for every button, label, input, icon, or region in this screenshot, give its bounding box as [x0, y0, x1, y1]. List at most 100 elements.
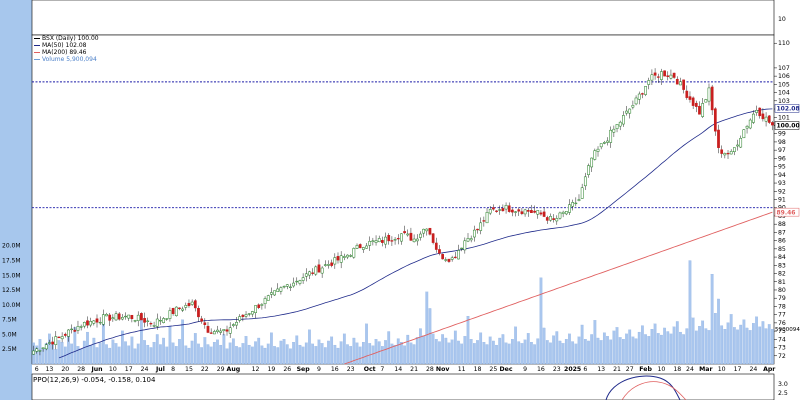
candle-down	[130, 314, 134, 319]
price-axis-tick-label: 72	[778, 353, 786, 360]
price-axis-tick-label: 103	[778, 98, 790, 105]
candle-up	[304, 273, 308, 277]
candle-up	[564, 211, 568, 215]
candle-up	[745, 126, 749, 129]
price-panel-frame	[31, 34, 775, 365]
x-axis-tick-label: Feb	[639, 366, 652, 373]
x-axis-tick-label: 12	[252, 366, 260, 373]
candle-down	[666, 75, 670, 77]
volume-bar	[143, 340, 146, 365]
x-axis-tick-label: 28	[77, 366, 85, 373]
volume-bar	[479, 332, 483, 365]
volume-bar	[542, 327, 546, 365]
volume-bar	[292, 342, 295, 365]
price-value-label: 100.00	[774, 121, 800, 130]
volume-bar	[596, 337, 600, 365]
volume-bar	[732, 327, 736, 365]
volume-bar	[729, 314, 733, 365]
price-axis-tick-label: 94	[778, 172, 786, 179]
candle-up	[625, 110, 628, 114]
volume-bar	[346, 344, 349, 365]
price-value-label-box	[774, 207, 800, 217]
candle-up	[422, 228, 425, 234]
volume-bar	[771, 329, 774, 365]
candle-down	[758, 107, 762, 117]
volume-bar	[564, 339, 568, 365]
volume-bar	[691, 317, 695, 365]
volume-bar	[682, 334, 685, 365]
candle-down	[663, 70, 666, 77]
candle-down	[685, 90, 689, 98]
candle-up	[323, 264, 327, 266]
candle-down	[717, 129, 720, 148]
volume-bar	[333, 344, 337, 365]
candle-down	[492, 207, 495, 210]
candle-down	[409, 232, 413, 241]
volume-bar	[555, 331, 559, 365]
volume-bar	[511, 339, 514, 365]
volume-bar	[57, 340, 61, 365]
volume-bar	[282, 339, 286, 365]
candle-up	[92, 320, 96, 324]
candle-down	[403, 231, 406, 234]
volume-bar	[447, 342, 451, 365]
volume-bar	[637, 331, 641, 365]
volume-bar	[669, 333, 673, 365]
volume-bar	[384, 340, 387, 365]
volume-bar	[381, 346, 384, 365]
candle-up	[82, 322, 86, 327]
volume-bar	[95, 347, 99, 365]
volume-bar	[60, 342, 64, 365]
candle-up	[181, 308, 184, 311]
candle-down	[193, 300, 197, 309]
price-axis-tick-label: 76	[778, 320, 786, 327]
candle-up	[479, 222, 483, 231]
candle-down	[511, 209, 514, 213]
candle-up	[485, 212, 489, 224]
volume-bar	[82, 340, 86, 365]
volume-bar	[713, 313, 717, 365]
x-axis-tick-label: 27	[626, 366, 634, 373]
candle-up	[568, 204, 571, 213]
volume-bar	[590, 334, 594, 365]
volume-bar	[184, 345, 188, 365]
price-axis-tick-label: 95	[778, 164, 786, 171]
volume-bar	[415, 337, 419, 365]
volume-bar	[488, 336, 492, 365]
candle-up	[549, 216, 552, 221]
volume-bar	[568, 333, 571, 365]
candle-up	[251, 311, 254, 315]
candle-down	[63, 333, 67, 336]
candle-up	[260, 304, 264, 306]
volume-bar	[419, 328, 422, 365]
volume-bar	[742, 319, 746, 365]
volume-bar	[720, 325, 724, 365]
volume-bar	[469, 339, 473, 365]
x-axis-tick-label: 16	[537, 366, 545, 373]
candle-down	[438, 249, 441, 254]
candle-up	[384, 236, 387, 245]
x-axis-tick-label: 11	[458, 366, 466, 373]
candle-up	[111, 317, 115, 320]
volume-bar	[406, 334, 410, 365]
volume-bar	[587, 340, 590, 365]
candle-down	[726, 152, 730, 155]
volume-bar	[530, 342, 533, 365]
volume-bar	[146, 344, 150, 365]
volume-bar	[666, 331, 670, 365]
volume-bar	[498, 337, 502, 365]
candle-down	[694, 102, 698, 107]
volume-bar	[748, 330, 752, 365]
x-axis-tick-label: 10	[657, 366, 665, 373]
candle-down	[453, 256, 457, 259]
candle-down	[431, 233, 435, 243]
price-axis-tick-label: 74	[778, 336, 786, 343]
volume-bar	[89, 344, 93, 365]
volume-bar	[178, 339, 181, 365]
price-value-label-text: 100.00	[777, 123, 800, 130]
volume-bar	[330, 336, 334, 365]
candle-up	[270, 292, 273, 295]
candle-up	[295, 280, 299, 283]
candle-up	[634, 97, 638, 105]
volume-bar	[190, 340, 194, 365]
